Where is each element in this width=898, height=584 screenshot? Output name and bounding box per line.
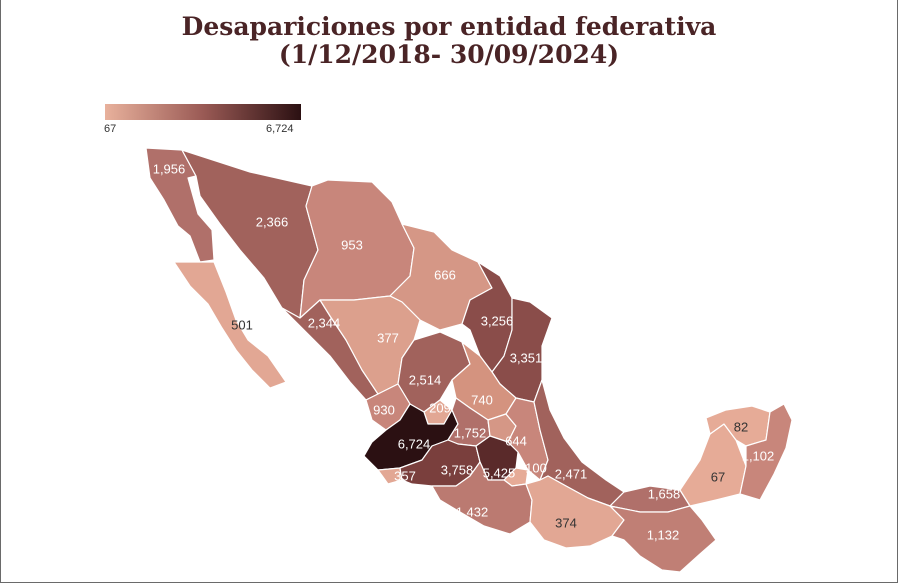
label-tabasco: 1,658	[648, 486, 681, 501]
legend-color-scale	[105, 104, 301, 120]
state-baja-california-sur	[173, 261, 287, 389]
state-coahuila	[389, 223, 493, 331]
label-queretaro: 644	[505, 433, 527, 448]
label-baja-california: 1,956	[153, 161, 186, 176]
state-oaxaca	[525, 475, 625, 549]
label-tamaulipas: 3,351	[510, 350, 543, 365]
label-nuevo-leon: 3,256	[481, 313, 514, 328]
label-estado-de-mexico: 5,425	[483, 465, 516, 480]
label-zacatecas: 2,514	[409, 372, 442, 387]
state-quintana-roo	[739, 403, 793, 501]
label-sinaloa: 2,344	[308, 315, 341, 330]
legend-max-label: 6,724	[266, 123, 294, 135]
label-yucatan: 82	[734, 419, 748, 434]
label-veracruz: 2,471	[555, 466, 588, 481]
label-san-luis-potosi: 740	[471, 392, 493, 407]
label-chiapas: 1,132	[647, 527, 680, 542]
label-durango: 377	[377, 330, 399, 345]
label-quintana-roo: 1,102	[742, 448, 775, 463]
map-subtitle: (1/12/2018- 30/09/2024)	[278, 40, 620, 69]
label-guerrero: 1,432	[456, 504, 489, 519]
legend-min-label: 67	[104, 123, 117, 135]
label-nayarit: 930	[373, 402, 395, 417]
label-campeche: 67	[711, 469, 725, 484]
label-baja-california-sur: 501	[231, 317, 253, 332]
label-michoacan: 3,758	[441, 462, 474, 477]
label-chihuahua: 953	[341, 237, 363, 252]
label-coahuila: 666	[434, 267, 456, 282]
label-morelos: 100	[525, 460, 547, 475]
map-title: Desapariciones por entidad federativa	[181, 12, 717, 41]
label-aguascalientes: 209	[429, 400, 451, 415]
state-chiapas	[609, 505, 717, 573]
label-sonora: 2,366	[256, 214, 289, 229]
label-colima: 357	[394, 468, 416, 483]
label-jalisco: 6,724	[398, 436, 431, 451]
label-oaxaca: 374	[555, 515, 577, 530]
label-guanajuato: 1,752	[454, 425, 487, 440]
